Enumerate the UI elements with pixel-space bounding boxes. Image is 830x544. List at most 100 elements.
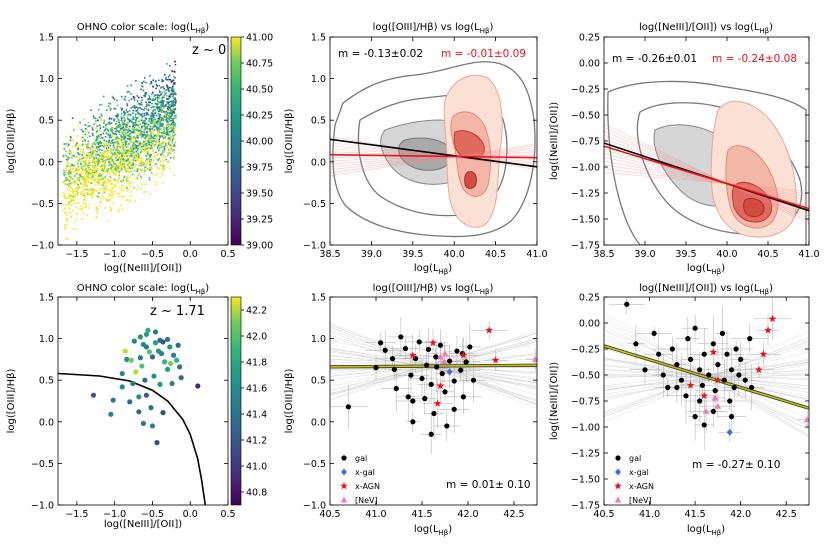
tl-point	[121, 165, 124, 168]
tl-point	[121, 120, 124, 123]
tl-point	[131, 106, 134, 108]
tl-point	[70, 173, 73, 176]
y-tick-label: 0.5	[311, 376, 326, 387]
tl-point	[64, 176, 67, 179]
tl-point	[150, 135, 153, 137]
tl-point	[172, 89, 175, 92]
tl-point	[91, 188, 93, 191]
tl-point	[84, 144, 87, 146]
tl-point	[128, 183, 131, 185]
tl-point	[170, 122, 173, 125]
tl-point	[110, 122, 113, 125]
tl-point	[68, 193, 70, 195]
tl-point	[139, 151, 142, 154]
tl-point	[94, 172, 97, 175]
tl-point	[133, 142, 135, 144]
tl-point	[167, 120, 170, 122]
tl-point	[112, 196, 114, 198]
tl-point	[100, 187, 103, 190]
tl-point	[160, 125, 162, 128]
y-tick-label: −1.00	[571, 423, 600, 434]
tl-point	[122, 126, 125, 128]
tl-point	[114, 153, 116, 156]
tl-point	[106, 169, 108, 171]
tl-point	[71, 190, 74, 193]
tl-point	[173, 174, 176, 177]
tl-point	[152, 150, 154, 152]
tl-point	[99, 168, 101, 170]
tl-point	[65, 203, 67, 206]
tl-point	[68, 180, 71, 182]
x-tick-label: −1.0	[103, 509, 126, 520]
tl-point	[131, 167, 134, 169]
tl-point	[80, 208, 82, 211]
tl-point	[67, 156, 69, 158]
tl-point	[145, 122, 148, 125]
tl-point	[123, 158, 125, 161]
tl-point	[174, 77, 176, 79]
tl-point	[126, 111, 129, 113]
tl-point	[106, 157, 109, 160]
point-x-gal	[726, 428, 733, 436]
tl-point	[125, 170, 127, 173]
tl-point	[90, 154, 93, 157]
tl-point	[96, 125, 99, 127]
point-nev	[437, 353, 444, 360]
tl-point	[126, 152, 129, 154]
tl-point	[154, 112, 156, 115]
y-tick-label: −1.25	[571, 189, 600, 200]
tl-point	[151, 119, 153, 121]
tl-point	[151, 167, 153, 170]
panel-br-title: log([NeIII]/[OII]) vs log(LHβ)	[639, 283, 773, 296]
tl-point	[110, 160, 113, 163]
tl-point	[149, 135, 152, 137]
tl-point	[71, 204, 73, 207]
tl-point	[91, 169, 93, 171]
tl-point	[82, 155, 84, 158]
tl-point	[162, 80, 165, 82]
tl-point	[162, 117, 165, 120]
tl-point	[103, 167, 106, 169]
tl-point	[152, 125, 155, 128]
tl-point	[160, 104, 162, 106]
tl-point	[99, 133, 102, 136]
tl-point	[85, 175, 88, 178]
tl-point	[83, 192, 86, 195]
tl-point	[66, 183, 69, 186]
tl-point	[143, 141, 145, 143]
panel-bm-axes: 40.5 41.0 41.5 42.0 42.5−1.0−0.50.00.51.01.5	[303, 293, 537, 520]
point-gal	[467, 344, 473, 350]
tl-point	[137, 111, 139, 114]
tl-point	[135, 124, 137, 126]
tl-point	[69, 182, 72, 185]
tl-point	[133, 146, 136, 149]
tl-point	[68, 169, 71, 172]
tl-point	[159, 136, 161, 138]
tl-point	[166, 86, 169, 88]
tl-point	[109, 128, 112, 130]
tl-point	[171, 70, 173, 72]
tl-point	[164, 155, 167, 158]
tl-point	[119, 128, 122, 130]
tl-point	[129, 176, 131, 178]
tl-point	[159, 114, 162, 116]
tl-point	[172, 111, 174, 114]
panel-tm-ylabel: log([OIII]/Hβ)	[284, 108, 295, 173]
tl-point	[169, 145, 172, 148]
tl-point	[100, 117, 102, 120]
bl-point	[169, 380, 175, 387]
tl-point	[86, 172, 89, 175]
tl-point	[119, 107, 122, 109]
tl-point	[102, 155, 105, 157]
tl-point	[99, 137, 101, 139]
panel-tm-slope-red: m = -0.01±0.09	[441, 48, 526, 60]
tl-point	[166, 112, 169, 114]
tl-point	[130, 194, 132, 197]
tl-point	[130, 155, 133, 157]
tl-point	[124, 135, 126, 138]
tl-point	[108, 128, 111, 131]
tl-point	[141, 113, 143, 115]
tl-point	[130, 153, 132, 155]
tl-point	[110, 117, 113, 120]
tl-point	[120, 189, 123, 192]
